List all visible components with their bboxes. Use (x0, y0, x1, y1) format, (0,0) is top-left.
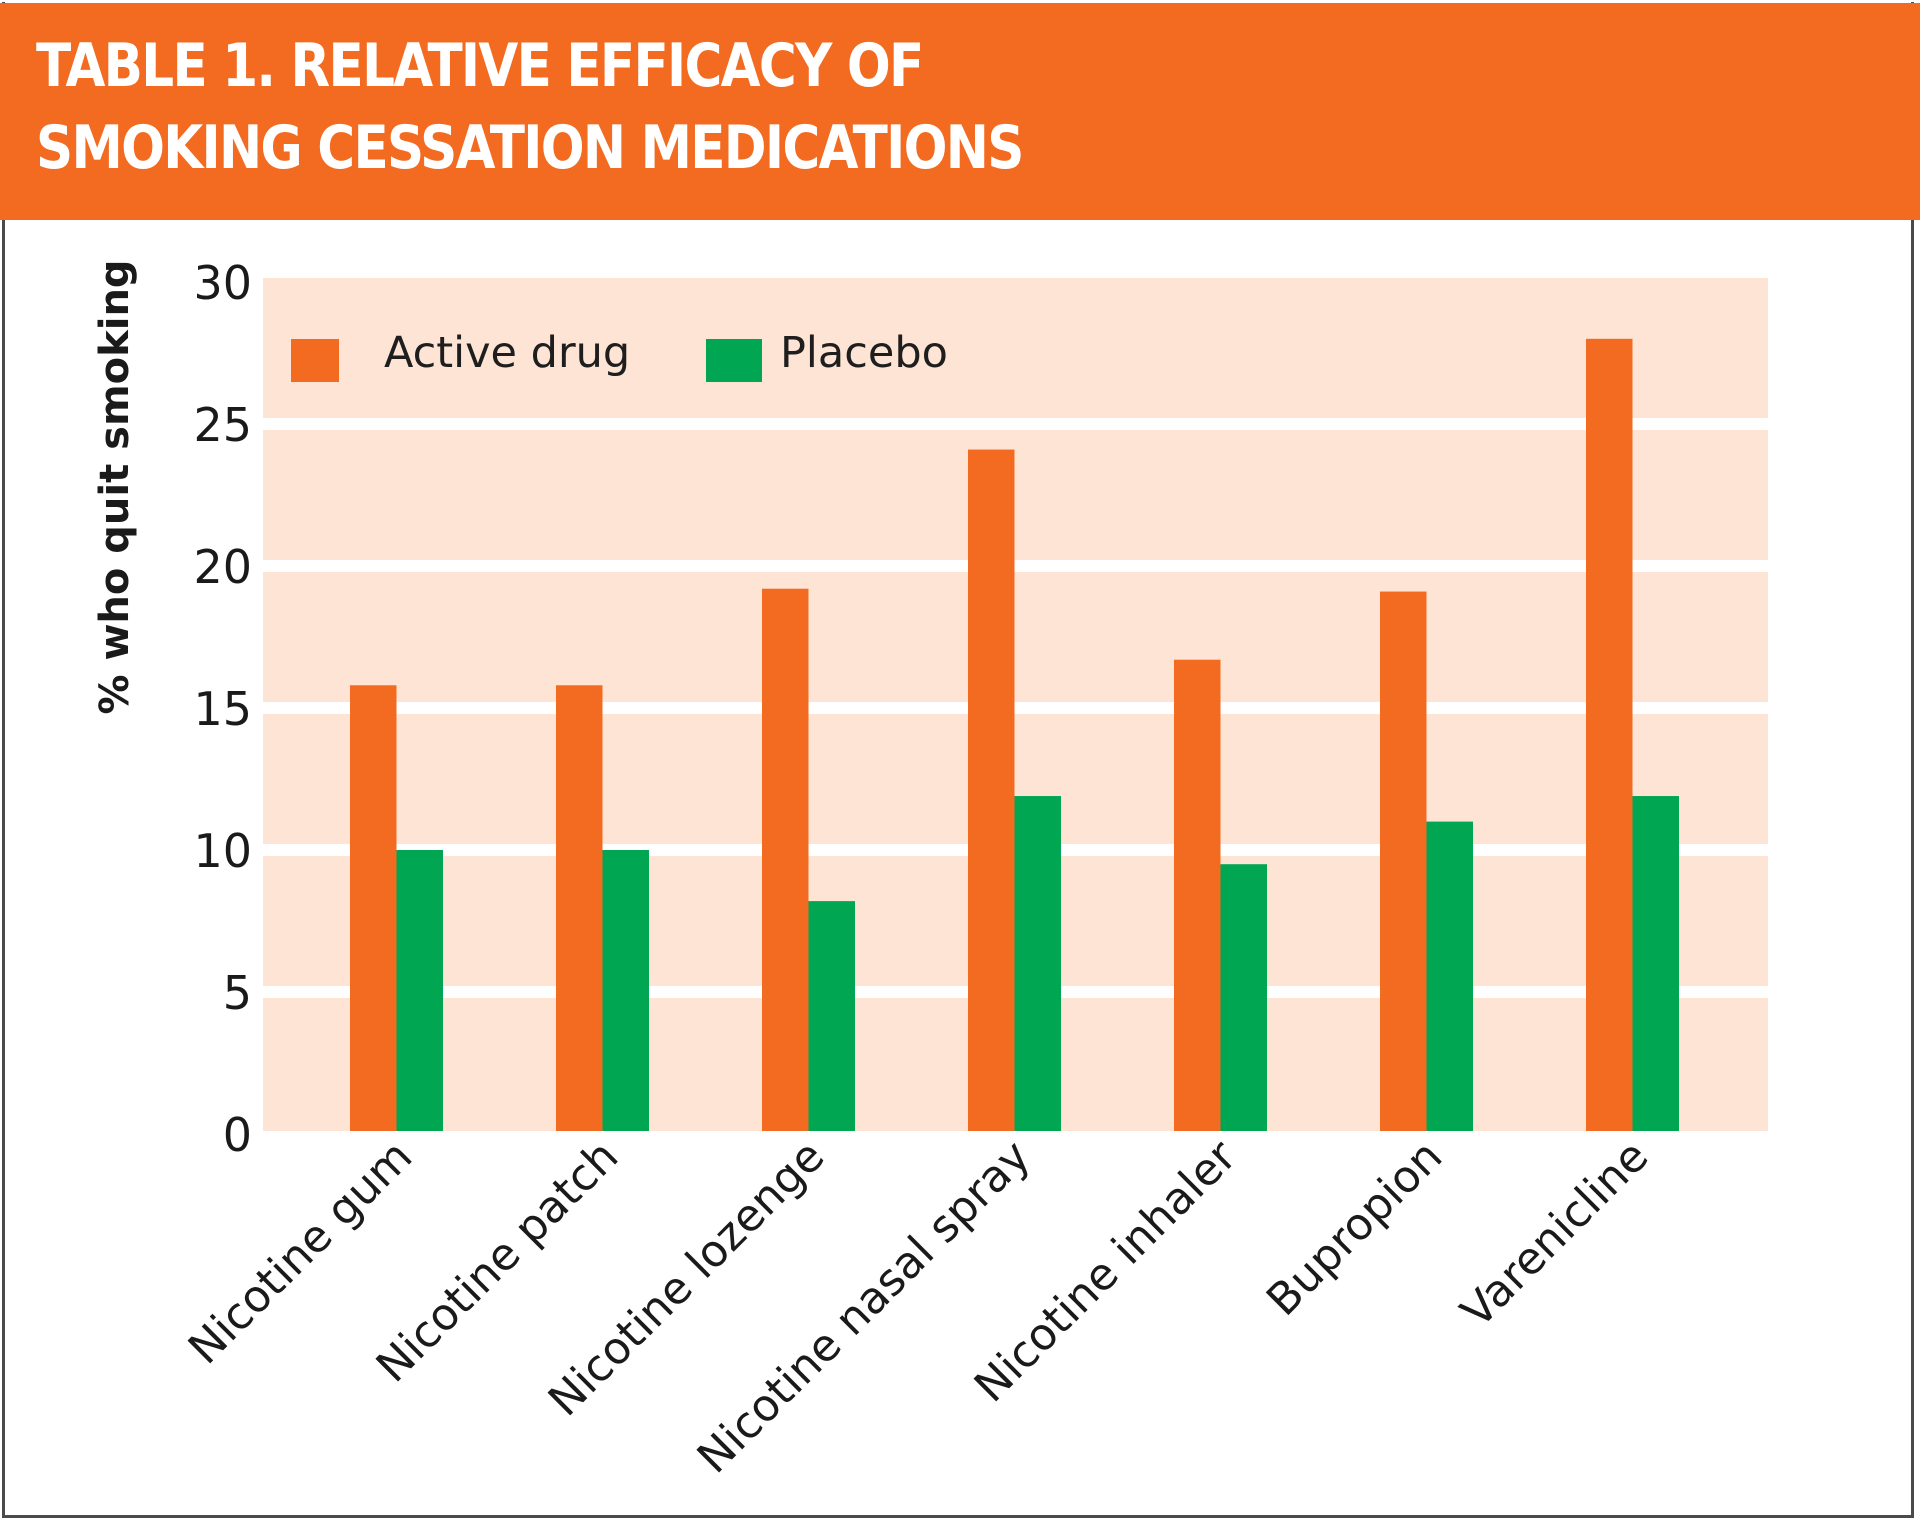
bar-placebo-2 (808, 901, 855, 1131)
y-tick-label-30: 30 (193, 256, 252, 310)
y-axis-ticks: 0 5 10 15 20 25 30 (193, 256, 252, 1162)
bar-active-drug-3 (968, 449, 1015, 1131)
legend-swatch-active-drug (291, 339, 339, 382)
bars (350, 338, 1679, 1131)
legend-label-active-drug: Active drug (384, 328, 630, 378)
y-tick-label-25: 25 (193, 398, 252, 452)
y-tick-label-0: 0 (223, 1108, 252, 1162)
legend-label-placebo: Placebo (780, 328, 948, 378)
x-tick-label-6: Varenicline (1451, 1131, 1658, 1338)
bar-placebo-0 (396, 850, 443, 1131)
legend: Active drug Placebo (291, 328, 948, 382)
y-tick-label-15: 15 (193, 682, 252, 736)
bar-placebo-5 (1426, 821, 1473, 1131)
legend-swatch-placebo (706, 339, 762, 382)
bar-placebo-1 (602, 850, 649, 1131)
bar-placebo-6 (1632, 796, 1679, 1131)
x-tick-label-3: Nicotine nasal spray (688, 1131, 1041, 1484)
y-tick-label-5: 5 (223, 966, 252, 1020)
bar-active-drug-6 (1586, 338, 1633, 1131)
bar-placebo-3 (1014, 796, 1061, 1131)
bar-active-drug-0 (350, 685, 397, 1131)
gridline-25 (263, 418, 1768, 430)
y-axis-title: % who quit smoking (92, 259, 138, 714)
bar-active-drug-5 (1380, 591, 1427, 1131)
bar-active-drug-1 (556, 685, 603, 1131)
bar-placebo-4 (1220, 864, 1267, 1131)
bar-active-drug-4 (1174, 659, 1221, 1131)
bar-active-drug-2 (762, 588, 809, 1131)
title-banner: TABLE 1. RELATIVE EFFICACY OF SMOKING CE… (0, 3, 1920, 220)
x-tick-label-5: Bupropion (1257, 1131, 1452, 1326)
y-tick-label-10: 10 (193, 824, 252, 878)
gridline-20 (263, 560, 1768, 572)
y-tick-label-20: 20 (193, 540, 252, 594)
gridline-15 (263, 702, 1768, 714)
chart-title-line-2: SMOKING CESSATION MEDICATIONS (36, 113, 1024, 183)
chart-title-line-1: TABLE 1. RELATIVE EFFICACY OF (36, 31, 924, 101)
